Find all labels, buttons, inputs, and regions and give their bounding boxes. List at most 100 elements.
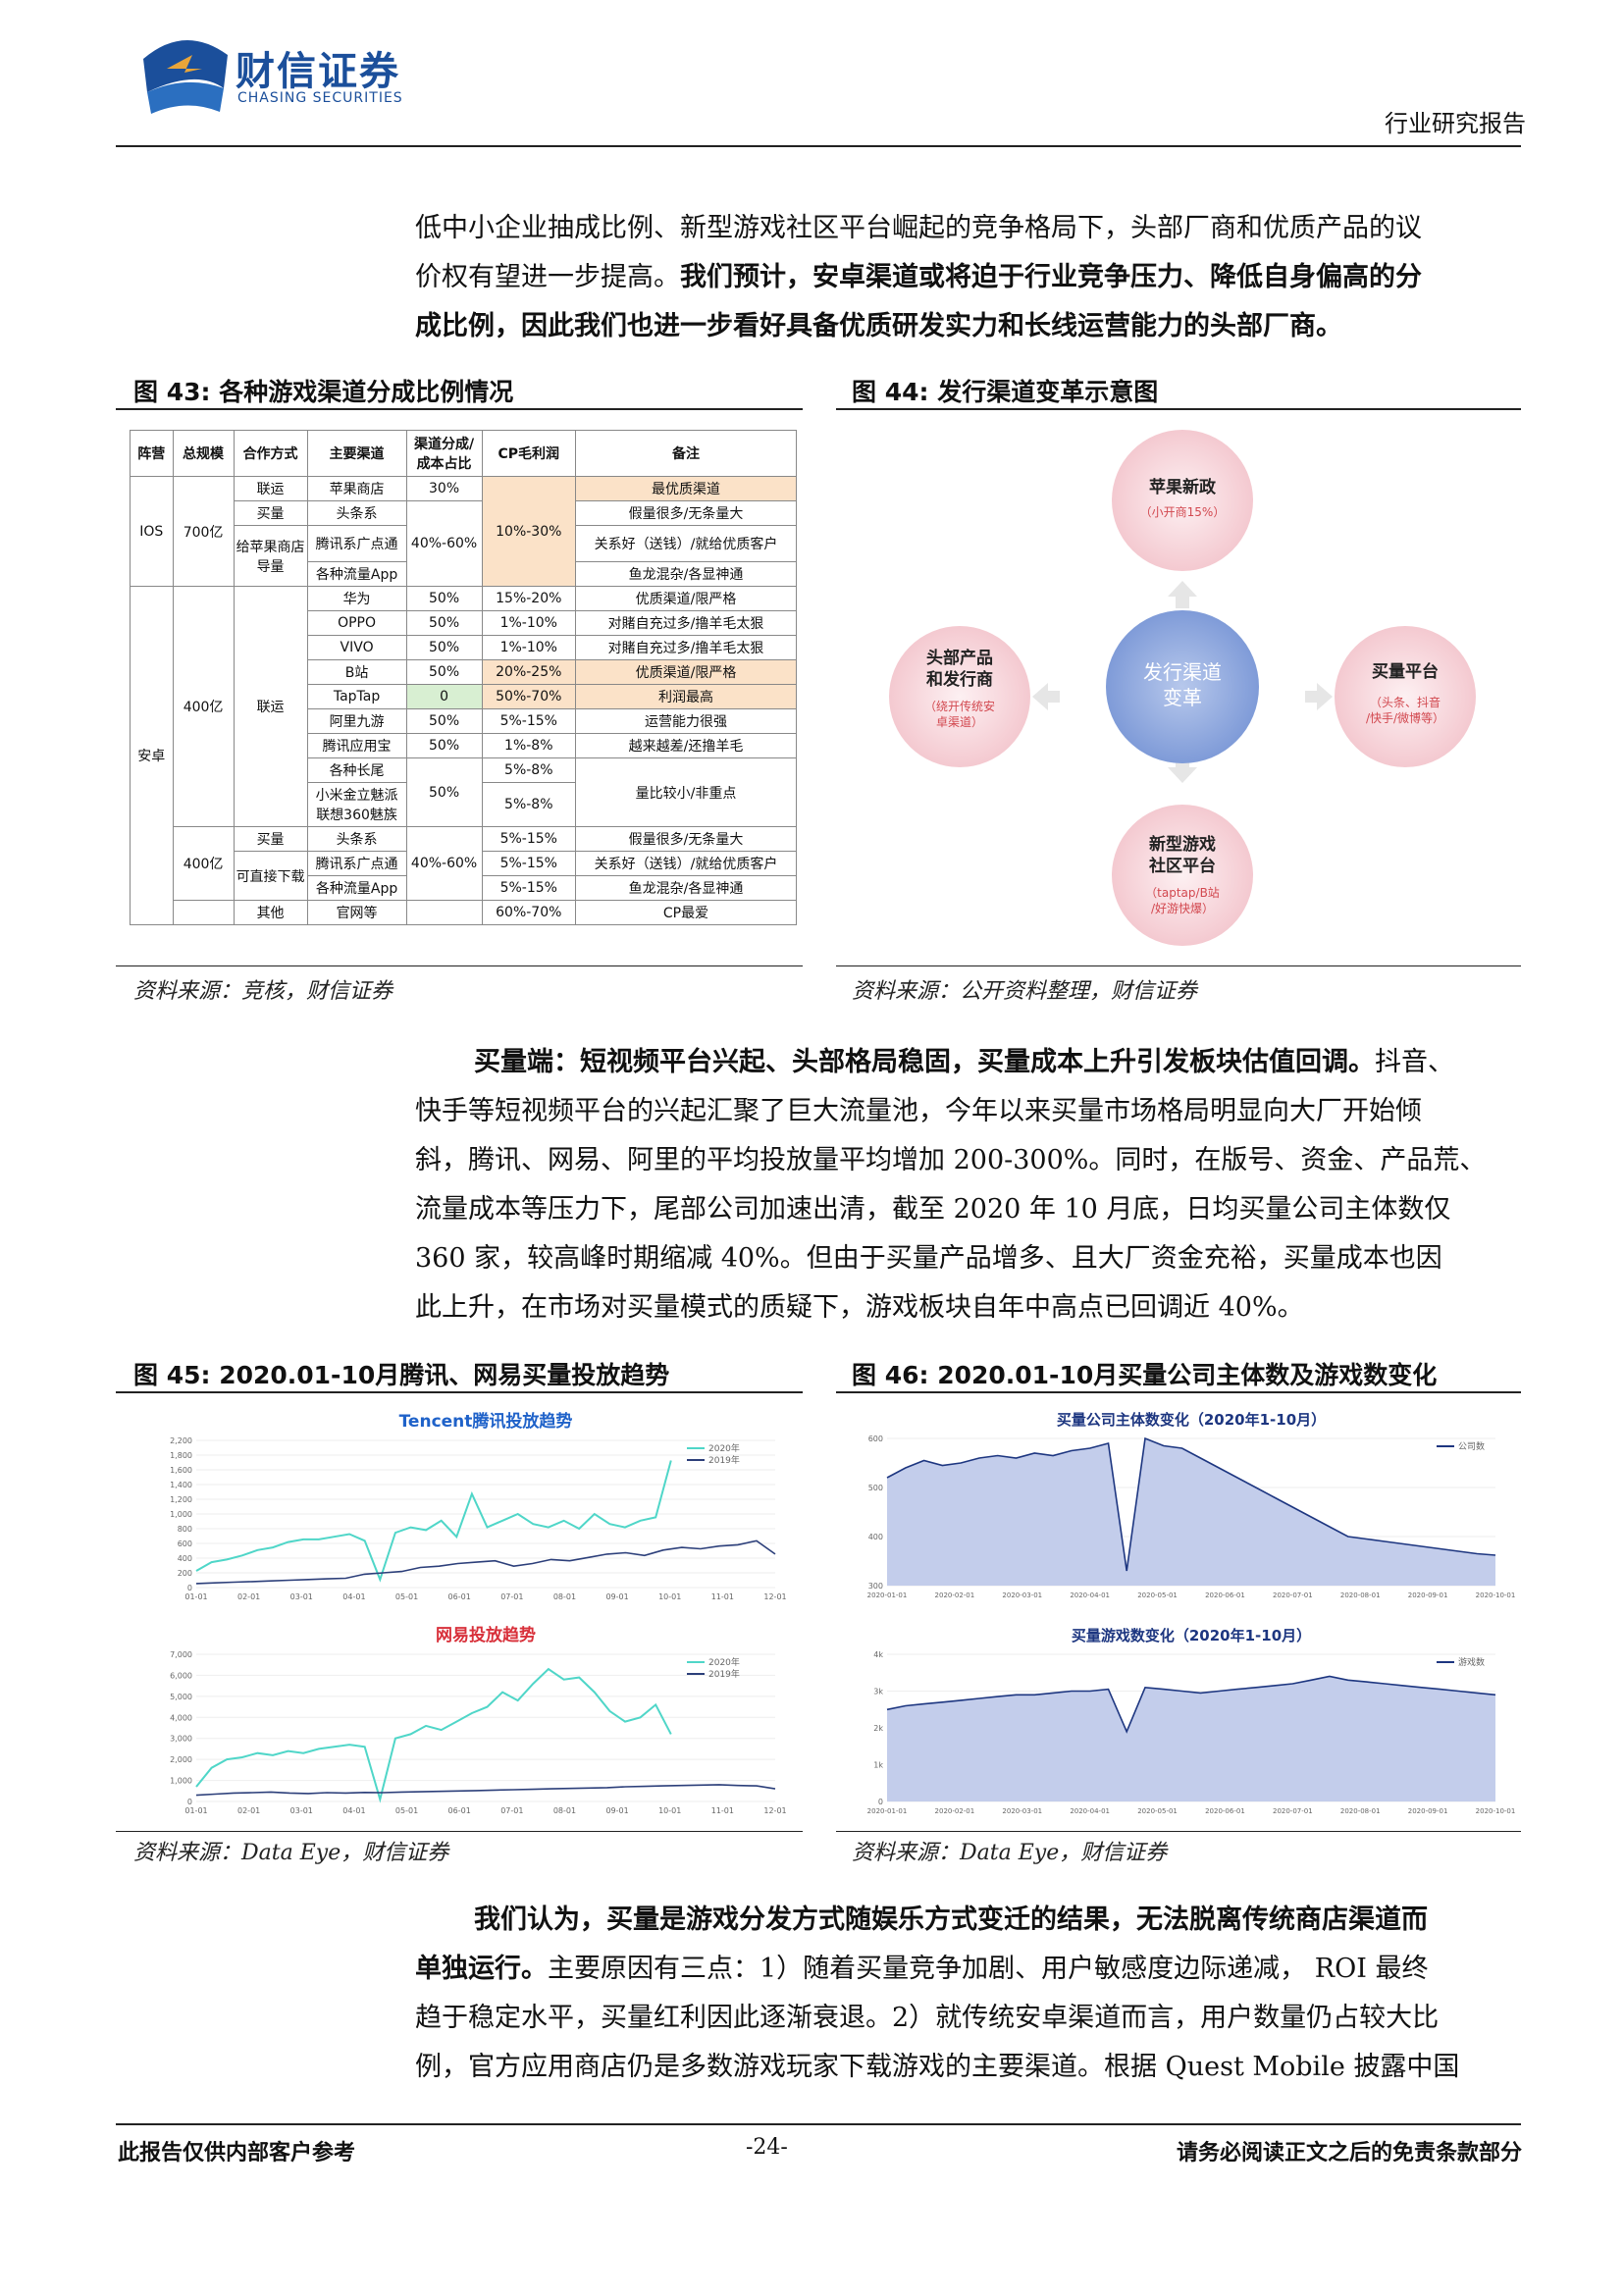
cell: 关系好（送钱）/就给优质客户 bbox=[575, 851, 797, 876]
fig43-table-wrap: 阵营 总规模 合作方式 主要渠道 渠道分成/成本占比 CP毛利润 备注 IOS … bbox=[130, 430, 797, 925]
fig44-title-rule bbox=[836, 408, 1521, 410]
fig45-chart-container: Tencent腾讯投放趋势 2,200 1,800 1,600 1,400 1,200 1,… bbox=[157, 1397, 795, 1829]
fig44-title: 图 44: 发行渠道变革示意图 bbox=[852, 378, 1159, 406]
fig43-title: 图 43: 各种游戏渠道分成比例情况 bbox=[133, 378, 514, 406]
x-tick-label: 2020-07-01 bbox=[1273, 1807, 1313, 1815]
x-tick-label: 08-01 bbox=[553, 1806, 576, 1815]
cell: 关系好（送钱）/就给优质客户 bbox=[575, 525, 797, 562]
cell: 50% bbox=[405, 586, 483, 611]
para2-line6: 此上升，在市场对买量模式的质疑下，游戏板块自年中高点已回调近 40%。 bbox=[415, 1292, 1304, 1323]
footer-right: 请务必阅读正文之后的免责条款部分 bbox=[1176, 2141, 1522, 2166]
para1-line2: 价权有望进一步提高。我们预计，安卓渠道或将迫于行业竞争压力、降低自身偏高的分 bbox=[415, 262, 1422, 292]
para2-line5: 360 家，较高峰时期缩减 40%。但由于买量产品增多、且大厂资金充裕，买量成本… bbox=[415, 1243, 1442, 1274]
logo bbox=[137, 29, 232, 118]
y-tick-label: 7,000 bbox=[170, 1650, 192, 1659]
cell: 鱼龙混杂/各显神通 bbox=[575, 561, 797, 587]
para3-line4: 例，官方应用商店仍是多数游戏玩家下载游戏的主要渠道。根据 Quest Mobil… bbox=[415, 2052, 1460, 2082]
para2-line3: 斜，腾讯、网易、阿里的平均投放量平均增加 200-300%。同时，在版号、资金、… bbox=[415, 1145, 1487, 1175]
cell: 5%-8% bbox=[481, 757, 577, 783]
x-tick-label: 01-01 bbox=[184, 1592, 207, 1601]
x-tick-label: 2020-03-01 bbox=[1002, 1807, 1042, 1815]
x-tick-label: 05-01 bbox=[395, 1806, 418, 1815]
series-line-2 bbox=[195, 1784, 776, 1797]
top-circle bbox=[1112, 430, 1253, 571]
footer-rule bbox=[116, 2123, 1521, 2125]
cell: 华为 bbox=[306, 586, 407, 611]
cell: 利润最高 bbox=[575, 684, 797, 709]
cell: 400亿 bbox=[172, 586, 235, 827]
x-tick-label: 03-01 bbox=[290, 1806, 313, 1815]
x-tick-label: 10-01 bbox=[658, 1806, 681, 1815]
para3-line2: 单独运行。主要原因有三点：1）随着买量竞争加剧、用户敏感度边际递减， ROI 最… bbox=[415, 1954, 1429, 1984]
logo-en-text: CHASING SECURITIES bbox=[237, 90, 403, 106]
x-tick-label: 2020-09-01 bbox=[1408, 1592, 1448, 1599]
fig43-source: 资料来源：竞核，财信证券 bbox=[133, 979, 393, 1004]
table-row: 阿里九游 50% 5%-15% 运营能力很强 bbox=[131, 708, 797, 734]
cell: 5%-15% bbox=[481, 826, 577, 852]
bottom-circle bbox=[1112, 805, 1253, 946]
cell: TapTap bbox=[306, 684, 407, 709]
cell: 量比较小/非重点 bbox=[575, 757, 797, 827]
fig45-bottom-rule bbox=[116, 1831, 803, 1832]
channel-diagram: 发行渠道 变革 苹果新政 （小开商15%） 头部产品 和发行商 （绕开传统安 卓… bbox=[844, 422, 1521, 962]
th-cp: CP毛利润 bbox=[481, 430, 577, 477]
cell: 50% bbox=[405, 635, 483, 660]
cell: 60%-70% bbox=[481, 900, 577, 925]
cell: 假量很多/无条量大 bbox=[575, 500, 797, 526]
top-sub: （小开商15%） bbox=[1140, 504, 1226, 519]
y-tick-label: 1,200 bbox=[170, 1495, 192, 1504]
cell: OPPO bbox=[306, 610, 407, 636]
x-tick-label: 2020-10-01 bbox=[1476, 1807, 1516, 1815]
cell: 1%-10% bbox=[481, 635, 577, 660]
para1-line3: 成比例，因此我们也进一步看好具备优质研发实力和长线运营能力的头部厂商。 bbox=[415, 311, 1342, 341]
cell: 5%-8% bbox=[481, 782, 577, 827]
cell: 最优质渠道 bbox=[575, 476, 797, 501]
x-tick-label: 2020-09-01 bbox=[1408, 1807, 1448, 1815]
x-tick-label: 12-01 bbox=[763, 1806, 786, 1815]
cell: 50% bbox=[405, 757, 483, 827]
cell: 买量 bbox=[233, 826, 308, 852]
bottom-title-2: 社区平台 bbox=[1148, 856, 1216, 876]
bottom-sub-1: （taptap/B站 bbox=[1145, 886, 1220, 900]
fig43-bottom-rule bbox=[116, 965, 803, 966]
series-area bbox=[887, 1438, 1495, 1586]
para2-line2: 快手等短视频平台的兴起汇聚了巨大流量池，今年以来买量市场格局明显向大厂开始倾 bbox=[415, 1096, 1422, 1126]
y-tick-label: 1,000 bbox=[170, 1777, 192, 1786]
fig46-charts: 买量公司主体数变化（2020年1-10月）6005004003002020-01… bbox=[867, 1411, 1516, 1815]
left-sub-2: 卓渠道） bbox=[936, 715, 983, 729]
table-row: 各种长尾 50% 5%-8% 量比较小/非重点 bbox=[131, 757, 797, 827]
arrows bbox=[1032, 581, 1333, 783]
cell: 50% bbox=[405, 610, 483, 636]
x-tick-label: 2020-01-01 bbox=[867, 1807, 908, 1815]
x-tick-label: 09-01 bbox=[605, 1806, 628, 1815]
cell: 阿里九游 bbox=[306, 708, 407, 734]
cell: 对賭自充过多/撸羊毛太狠 bbox=[575, 610, 797, 636]
y-tick-label: 300 bbox=[868, 1582, 883, 1591]
cell: 400亿 bbox=[172, 826, 235, 901]
x-tick-label: 06-01 bbox=[448, 1592, 471, 1601]
cell: 官网等 bbox=[306, 900, 407, 925]
x-tick-label: 2020-06-01 bbox=[1205, 1592, 1245, 1599]
cell: 5%-15% bbox=[481, 708, 577, 734]
left-title-1: 头部产品 bbox=[926, 648, 993, 668]
left-title-2: 和发行商 bbox=[926, 669, 993, 690]
para2-line4: 流量成本等压力下，尾部公司加速出清，截至 2020 年 10 月底，日均买量公司… bbox=[415, 1194, 1451, 1225]
series-area bbox=[887, 1676, 1495, 1801]
x-tick-label: 2020-04-01 bbox=[1070, 1592, 1110, 1599]
y-tick-label: 1k bbox=[873, 1761, 883, 1770]
chart-title: 买量游戏数变化（2020年1-10月） bbox=[1072, 1627, 1311, 1644]
x-tick-label: 2020-08-01 bbox=[1340, 1592, 1381, 1599]
x-tick-label: 01-01 bbox=[184, 1806, 207, 1815]
y-tick-label: 3,000 bbox=[170, 1735, 192, 1744]
channel-share-table: 阵营 总规模 合作方式 主要渠道 渠道分成/成本占比 CP毛利润 备注 IOS … bbox=[130, 430, 797, 925]
x-tick-label: 2020-08-01 bbox=[1340, 1807, 1381, 1815]
x-tick-label: 09-01 bbox=[605, 1592, 628, 1601]
legend-label: 游戏数 bbox=[1458, 1656, 1485, 1668]
para3-line1: 我们认为，买量是游戏分发方式随娱乐方式变迁的结果，无法脱离传统商店渠道而 bbox=[474, 1905, 1428, 1935]
y-tick-label: 1,800 bbox=[170, 1451, 192, 1460]
fig45-charts: Tencent腾讯投放趋势 2,200 1,800 1,600 1,400 1,200 1,… bbox=[170, 1411, 787, 1815]
y-tick-label: 400 bbox=[868, 1533, 883, 1541]
chart-title: Tencent腾讯投放趋势 bbox=[399, 1411, 573, 1432]
series-line-1 bbox=[195, 1667, 672, 1803]
x-tick-label: 2020-01-01 bbox=[867, 1592, 908, 1599]
